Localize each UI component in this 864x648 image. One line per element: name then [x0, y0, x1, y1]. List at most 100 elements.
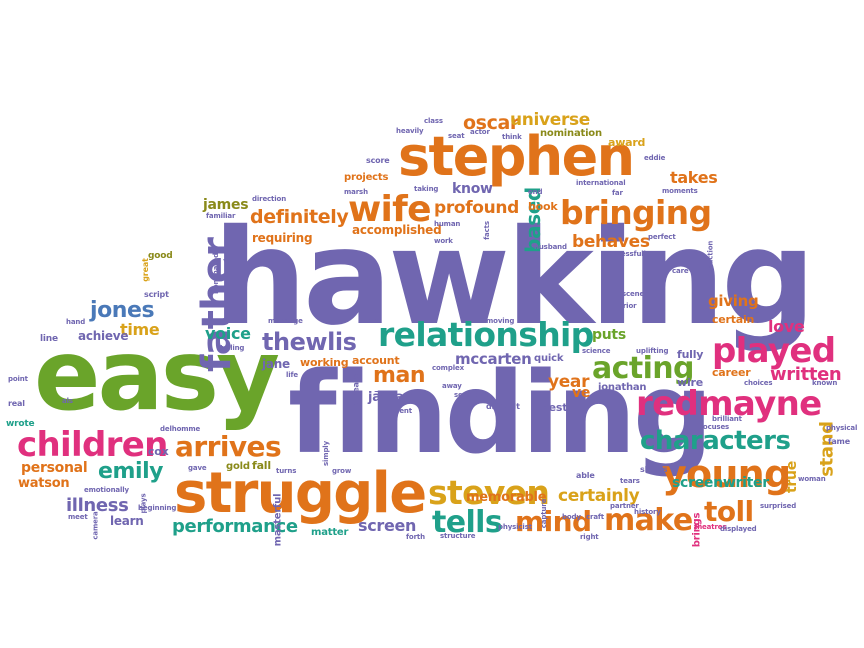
word-easy: easy: [34, 319, 280, 433]
word-woman: woman: [798, 475, 826, 483]
word-seat: seat: [448, 132, 465, 140]
word-working: working: [300, 356, 349, 369]
word-thewlis: thewlis: [262, 328, 357, 356]
word-taking: taking: [414, 185, 439, 193]
word-true: true: [783, 461, 800, 493]
word-finding: finding: [288, 349, 713, 479]
word-complex: complex: [432, 364, 464, 372]
word-illness: illness: [66, 495, 129, 516]
word-turns: turns: [276, 467, 297, 475]
word-career: career: [712, 366, 751, 379]
word-characters: characters: [640, 426, 791, 456]
word-jonathan: jonathan: [598, 382, 647, 393]
word-brilliant: brilliant: [712, 415, 742, 423]
word-human: human: [434, 220, 461, 228]
word-work: work: [434, 237, 453, 245]
word-matter: matter: [311, 527, 349, 538]
word-camera: camera: [91, 511, 100, 540]
word-structure: structure: [440, 532, 476, 540]
word-met: met: [366, 317, 381, 325]
word-direction: direction: [252, 195, 287, 203]
word-gold: gold: [226, 461, 250, 472]
word-beginning: beginning: [138, 504, 177, 512]
word-quick: quick: [534, 353, 564, 364]
word-facts: facts: [482, 221, 491, 240]
word-james: james: [203, 197, 249, 213]
word-mind: mind: [515, 505, 592, 538]
word-marriage: marriage: [268, 317, 303, 325]
word-forth: forth: [406, 533, 425, 541]
word-sensitive: sensitive: [454, 391, 489, 399]
word-children: children: [17, 425, 168, 465]
word-life: life: [286, 371, 299, 379]
word-telling: telling: [220, 344, 245, 352]
word-written: written: [770, 364, 842, 385]
word-grow: grow: [332, 467, 352, 475]
word-als: als: [62, 397, 73, 405]
word-care: care: [672, 267, 689, 275]
word-physicist: physicist: [498, 523, 532, 531]
word-prior: prior: [618, 302, 637, 310]
word-giving: giving: [708, 292, 759, 310]
word-point: point: [8, 375, 28, 383]
word-craft: craft: [586, 513, 605, 521]
word-fully: fully: [677, 348, 704, 361]
word-surprised: surprised: [760, 502, 797, 510]
word-cox: cox: [148, 445, 169, 458]
word-great: great: [140, 258, 150, 282]
word-body: body: [562, 513, 581, 521]
word-nominated: nominated: [212, 252, 221, 295]
word-tells: tells: [432, 505, 503, 540]
word-successfully: successfully: [604, 250, 651, 258]
word-best: best: [541, 401, 568, 414]
word-screenwriter: screenwriter: [672, 475, 769, 491]
word-international: international: [576, 179, 626, 187]
word-profound: profound: [434, 198, 519, 218]
word-familiar: familiar: [206, 212, 236, 220]
word-memorable: memorable: [466, 490, 547, 505]
word-fame: fame: [828, 437, 851, 446]
word-right: right: [580, 533, 599, 541]
word-jones: jones: [90, 298, 155, 323]
word-perfect: perfect: [648, 233, 676, 241]
word-jane: jane: [262, 357, 290, 371]
word-love: love: [768, 317, 805, 336]
word-takes: takes: [670, 168, 718, 187]
word-book: book: [528, 200, 558, 213]
word-science: science: [582, 347, 611, 355]
word-husband: husband: [534, 243, 567, 251]
word-line: line: [40, 334, 58, 344]
word-wrote: wrote: [6, 419, 35, 429]
word-redmayne: redmayne: [636, 384, 822, 424]
word-know: know: [452, 181, 493, 197]
word-toll: toll: [704, 495, 754, 528]
word-puts: puts: [592, 327, 626, 343]
word-uplifting: uplifting: [636, 347, 669, 355]
word-think: think: [502, 133, 522, 141]
word-wire: wire: [677, 376, 703, 389]
word-focuses: focuses: [700, 423, 730, 431]
word-wife: wife: [348, 189, 432, 230]
word-good: good: [148, 251, 173, 261]
word-moments: moments: [662, 187, 698, 195]
word-end: end: [528, 188, 543, 196]
word-masterful: masterful: [272, 493, 284, 547]
word-arrives: arrives: [175, 430, 282, 463]
word-delhomme: delhomme: [160, 425, 201, 433]
word-definitely: definitely: [250, 206, 349, 228]
word-theatres: theatres: [694, 523, 727, 531]
word-able: able: [576, 471, 595, 480]
word-partner: partner: [610, 502, 639, 510]
word-projects: projects: [344, 172, 389, 183]
word-accomplished: accomplished: [352, 223, 442, 237]
word-choices: choices: [744, 379, 773, 387]
word-requiring: requiring: [252, 231, 313, 245]
word-oscar: oscar: [463, 112, 519, 134]
word-emily: emily: [98, 459, 164, 484]
word-away: away: [442, 382, 462, 390]
word-certain: certain: [712, 313, 755, 326]
word-personal: personal: [21, 460, 88, 476]
word-class: class: [424, 117, 443, 125]
word-played: played: [712, 331, 836, 371]
word-history: history: [634, 508, 661, 516]
